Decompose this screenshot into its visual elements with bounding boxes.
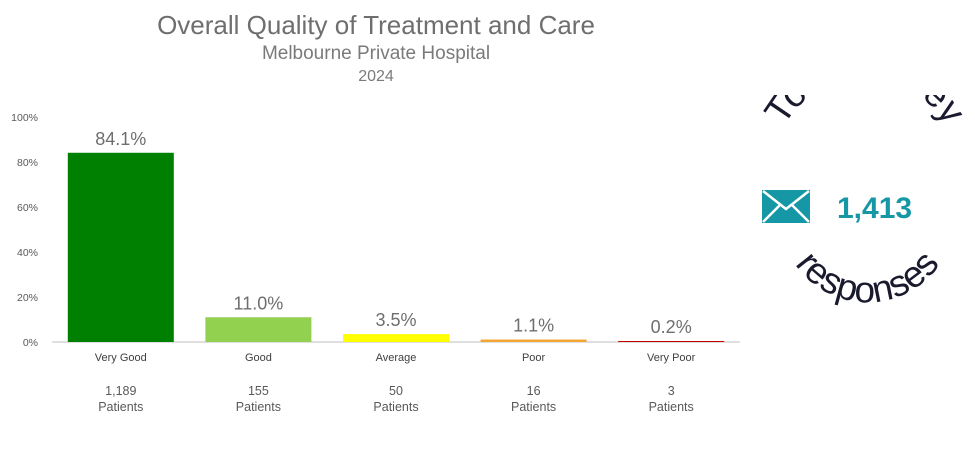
patient-count-unit: Patients (648, 400, 694, 414)
bar (67, 152, 174, 342)
patient-count-unit: Patients (98, 400, 144, 414)
patient-count-unit: Patients (511, 400, 557, 414)
data-label: 3.5% (375, 310, 416, 330)
patient-count-unit: Patients (373, 400, 419, 414)
y-tick-label: 20% (17, 292, 38, 304)
patient-count: 16 Patients (479, 383, 589, 415)
total-responses-value: 1,413 (837, 192, 912, 225)
bar-chart: 0% 20% 40% 60% 80% 100% 84.1% Very Good 11.0% Goo… (11, 112, 740, 364)
category-label: Good (245, 352, 272, 364)
y-tick-label: 100% (11, 112, 38, 124)
patient-count: 3 Patients (616, 383, 726, 415)
bar (343, 334, 449, 342)
bar (618, 341, 725, 342)
patient-count: 1,189 Patients (66, 383, 176, 415)
envelope-icon (762, 190, 810, 223)
patient-count: 50 Patients (341, 383, 451, 415)
data-label: 84.1% (95, 129, 146, 149)
patient-count-unit: Patients (235, 400, 281, 414)
data-label: 11.0% (234, 293, 284, 313)
patient-count-value: 16 (526, 384, 541, 398)
y-tick-label: 0% (23, 337, 38, 349)
patient-count-value: 1,189 (105, 384, 137, 398)
patient-count: 155 Patients (203, 383, 313, 415)
category-label: Very Good (95, 352, 147, 364)
bar (205, 317, 312, 342)
category-label: Average (376, 352, 417, 364)
chart-subtitle: Melbourne Private Hospital (261, 43, 491, 64)
patient-count-value: 3 (667, 384, 675, 398)
chart-year: 2024 (358, 68, 394, 85)
badge-bottom-text: responses (788, 243, 946, 310)
y-tick-label: 60% (17, 202, 38, 214)
badge-top-text: Total survey (756, 95, 973, 131)
patient-count-value: 155 (247, 384, 269, 398)
patient-count-value: 50 (389, 384, 403, 398)
chart-title: Overall Quality of Treatment and Care (157, 10, 595, 40)
data-label: 0.2% (651, 317, 692, 337)
y-tick-label: 80% (17, 157, 38, 169)
category-label: Very Poor (647, 352, 696, 364)
total-responses-badge: Total survey 1,413 responses (756, 95, 973, 310)
category-label: Poor (522, 352, 546, 364)
bar (480, 339, 587, 342)
data-label: 1.1% (513, 316, 554, 336)
y-tick-label: 40% (17, 247, 38, 259)
